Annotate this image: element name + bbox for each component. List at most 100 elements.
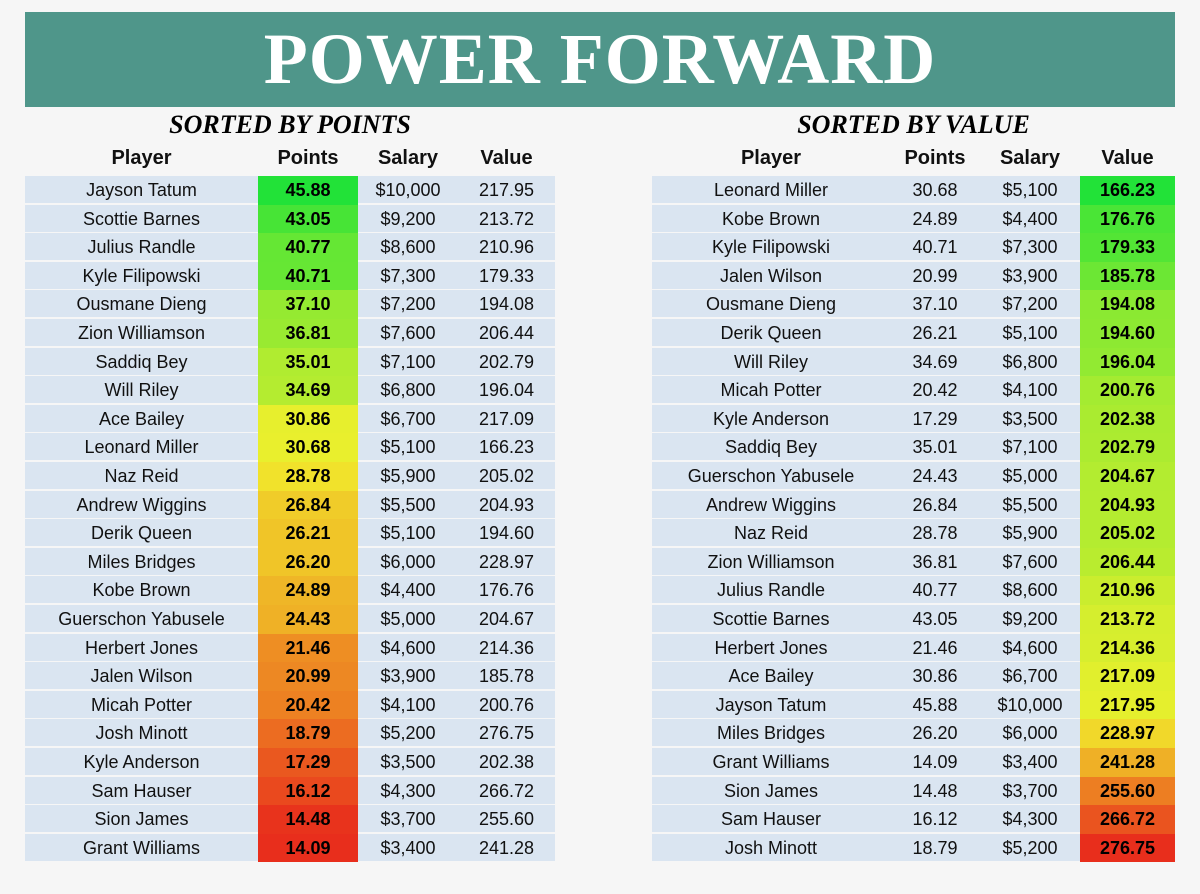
table-cell: $7,200 bbox=[380, 294, 436, 315]
heat-cell: 20.99 bbox=[258, 662, 358, 691]
table-cell: $3,700 bbox=[1002, 780, 1058, 801]
table-cell: 26.84 bbox=[912, 494, 958, 515]
table-cell: $7,300 bbox=[1002, 237, 1058, 258]
table-cell: $6,000 bbox=[1002, 723, 1058, 744]
table-cell: 14.48 bbox=[912, 780, 958, 801]
table-cell: 20.42 bbox=[912, 380, 958, 401]
heat-cell: 14.48 bbox=[258, 805, 358, 834]
table-cell: $4,600 bbox=[380, 637, 436, 658]
table-cell: 35.01 bbox=[912, 437, 958, 458]
player-name: Julius Randle bbox=[716, 580, 826, 601]
table-cell: $6,800 bbox=[380, 380, 436, 401]
player-name: Ace Bailey bbox=[98, 408, 185, 429]
heat-cell: 166.23 bbox=[1080, 176, 1175, 205]
player-name: Zion Williamson bbox=[707, 551, 835, 572]
table-cell: $5,200 bbox=[1002, 837, 1058, 858]
heat-cell: 217.95 bbox=[1080, 690, 1175, 720]
table-cell: 206.44 bbox=[478, 323, 535, 343]
table-cell: $5,100 bbox=[380, 523, 436, 544]
heat-cell: 24.43 bbox=[258, 605, 358, 634]
table-cell: $5,100 bbox=[1002, 323, 1058, 343]
table-cell: 34.69 bbox=[912, 351, 958, 372]
table-cell: $6,700 bbox=[1002, 666, 1058, 687]
table-cell: 21.46 bbox=[912, 637, 958, 658]
table-cell: 37.10 bbox=[912, 294, 958, 315]
table-cell: 205.02 bbox=[478, 466, 535, 486]
player-name: Leonard Miller bbox=[713, 180, 829, 200]
player-name: Leonard Miller bbox=[84, 437, 199, 458]
player-name: Scottie Barnes bbox=[712, 609, 830, 629]
player-name: Herbert Jones bbox=[84, 637, 199, 658]
table-cell: 18.79 bbox=[912, 837, 958, 858]
player-name: Ousmane Dieng bbox=[76, 294, 207, 315]
table-cell: 214.36 bbox=[478, 637, 535, 658]
heat-cell: 241.28 bbox=[1080, 748, 1175, 777]
table-cell: 36.81 bbox=[912, 551, 958, 572]
table-cell: 20.99 bbox=[912, 265, 958, 286]
table-cell: $10,000 bbox=[375, 180, 441, 200]
heat-cell: 176.76 bbox=[1080, 204, 1175, 234]
table-cell: $10,000 bbox=[997, 694, 1063, 715]
heat-cell: 217.09 bbox=[1080, 662, 1175, 691]
heat-cell: 34.69 bbox=[258, 376, 358, 405]
table-cell: $7,100 bbox=[380, 351, 436, 372]
table-cell: 266.72 bbox=[478, 780, 535, 801]
heat-cell: 26.84 bbox=[258, 490, 358, 520]
table-cell: $5,200 bbox=[380, 723, 436, 744]
heat-cell: 43.05 bbox=[258, 204, 358, 234]
heat-cell: 194.60 bbox=[1080, 319, 1175, 348]
table-cell: $4,300 bbox=[380, 780, 436, 801]
table-cell: $4,100 bbox=[1002, 380, 1058, 401]
heat-cell: 28.78 bbox=[258, 462, 358, 491]
page-title: POWER FORWARD bbox=[25, 12, 1175, 107]
heat-cell: 266.72 bbox=[1080, 805, 1175, 834]
table-cell: $5,500 bbox=[380, 494, 436, 515]
table-cell: 24.43 bbox=[912, 466, 958, 486]
table-cell: $3,400 bbox=[1002, 752, 1058, 772]
table-cell: 196.04 bbox=[478, 380, 535, 401]
heat-cell: 45.88 bbox=[258, 176, 358, 205]
table-cell: $5,900 bbox=[1002, 523, 1058, 544]
table-cell: 26.21 bbox=[912, 323, 958, 343]
player-name: Guerschon Yabusele bbox=[687, 466, 855, 486]
table-cell: $6,700 bbox=[380, 408, 436, 429]
table-cell: 213.72 bbox=[478, 208, 535, 229]
heat-cell: 16.12 bbox=[258, 776, 358, 806]
table-cell: $3,500 bbox=[380, 752, 436, 772]
player-name: Andrew Wiggins bbox=[76, 494, 207, 515]
player-name: Grant Williams bbox=[82, 837, 200, 858]
table-cell: $5,000 bbox=[380, 609, 436, 629]
player-name: Sam Hauser bbox=[91, 780, 192, 801]
column-header: Player bbox=[740, 147, 802, 169]
table-cell: 28.78 bbox=[912, 523, 958, 544]
table-cell: $5,100 bbox=[1002, 180, 1058, 200]
table-cell: 210.96 bbox=[478, 237, 535, 258]
table-cell: $3,500 bbox=[1002, 408, 1058, 429]
player-name: Jayson Tatum bbox=[86, 180, 197, 200]
heat-cell: 200.76 bbox=[1080, 376, 1175, 405]
table-cell: 166.23 bbox=[478, 437, 535, 458]
table-cell: 16.12 bbox=[912, 809, 958, 830]
player-name: Ace Bailey bbox=[728, 666, 814, 687]
heat-cell: 24.89 bbox=[258, 576, 358, 605]
table-cell: 30.86 bbox=[912, 666, 958, 687]
table-cell: $3,400 bbox=[380, 837, 436, 858]
player-name: Will Riley bbox=[104, 380, 179, 401]
table-cell: $9,200 bbox=[380, 208, 436, 229]
table-cell: 194.60 bbox=[478, 523, 535, 544]
table-cell: 204.93 bbox=[478, 494, 535, 515]
heat-cell: 185.78 bbox=[1080, 261, 1175, 291]
player-name: Julius Randle bbox=[87, 237, 196, 258]
player-name: Scottie Barnes bbox=[82, 208, 201, 229]
table-cell: 30.68 bbox=[912, 180, 958, 200]
player-name: Sion James bbox=[723, 780, 819, 801]
table-cell: 276.75 bbox=[478, 723, 535, 744]
heat-cell: 30.68 bbox=[258, 433, 358, 462]
table-cell: 202.79 bbox=[478, 351, 535, 372]
player-name: Derik Queen bbox=[90, 523, 193, 544]
player-name: Kyle Filipowski bbox=[711, 237, 831, 258]
table-cell: $3,700 bbox=[380, 809, 436, 830]
heat-cell: 14.09 bbox=[258, 833, 358, 863]
heat-cell: 204.67 bbox=[1080, 462, 1175, 491]
